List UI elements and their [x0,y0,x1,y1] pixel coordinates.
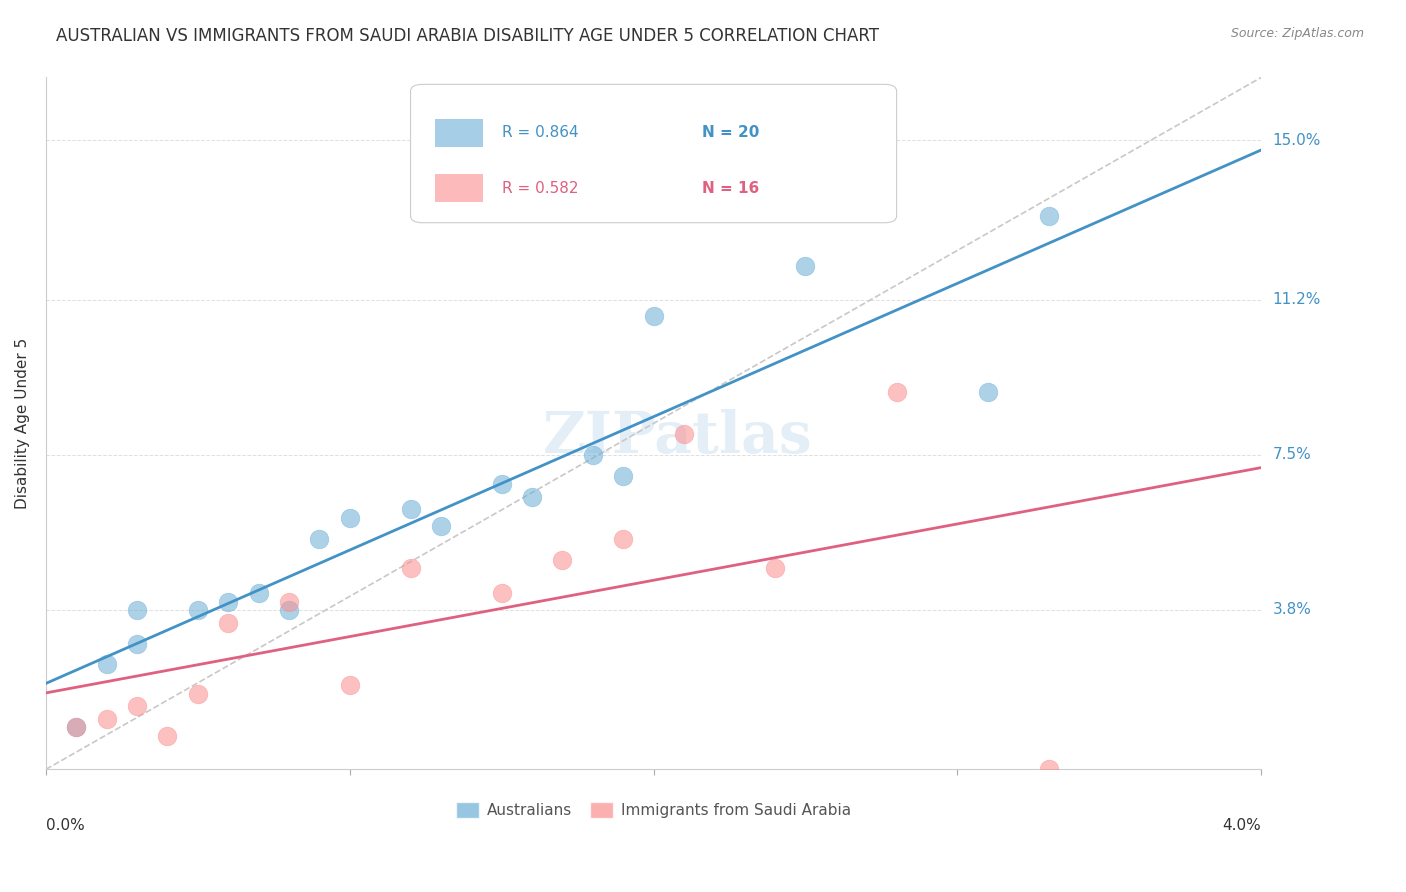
Y-axis label: Disability Age Under 5: Disability Age Under 5 [15,338,30,509]
Point [339,678,361,692]
Point [886,384,908,399]
Point [127,603,149,617]
Point [399,502,422,516]
Point [127,636,149,650]
Text: 15.0%: 15.0% [1272,133,1320,148]
Point [96,712,118,726]
Point [582,448,605,462]
Text: 7.5%: 7.5% [1272,447,1310,462]
Text: R = 0.864: R = 0.864 [502,125,578,140]
Point [1038,762,1060,776]
Point [217,615,239,630]
Point [551,552,574,566]
Text: 3.8%: 3.8% [1272,602,1312,617]
Text: 0.0%: 0.0% [46,818,84,833]
Point [643,310,665,324]
Point [399,561,422,575]
Text: N = 16: N = 16 [702,181,759,195]
Legend: Australians, Immigrants from Saudi Arabia: Australians, Immigrants from Saudi Arabi… [450,796,858,824]
Point [217,594,239,608]
Point [520,490,543,504]
Point [156,729,179,743]
FancyBboxPatch shape [434,119,484,146]
Point [491,586,513,600]
Text: 11.2%: 11.2% [1272,293,1320,307]
Text: AUSTRALIAN VS IMMIGRANTS FROM SAUDI ARABIA DISABILITY AGE UNDER 5 CORRELATION CH: AUSTRALIAN VS IMMIGRANTS FROM SAUDI ARAB… [56,27,879,45]
FancyBboxPatch shape [411,85,897,223]
Point [278,594,301,608]
Point [247,586,270,600]
Point [65,720,87,734]
Point [127,699,149,714]
Point [96,657,118,672]
Point [1038,209,1060,223]
Point [763,561,786,575]
Text: Source: ZipAtlas.com: Source: ZipAtlas.com [1230,27,1364,40]
Point [612,468,634,483]
Text: 4.0%: 4.0% [1222,818,1261,833]
Point [491,477,513,491]
Text: N = 20: N = 20 [702,125,759,140]
Text: R = 0.582: R = 0.582 [502,181,578,195]
Point [65,720,87,734]
FancyBboxPatch shape [434,174,484,202]
Point [278,603,301,617]
Point [672,426,695,441]
Point [430,519,453,533]
Point [977,384,1000,399]
Point [308,532,330,546]
Text: ZIPatlas: ZIPatlas [543,409,813,466]
Point [794,259,817,273]
Point [187,687,209,701]
Point [612,532,634,546]
Point [187,603,209,617]
Point [339,510,361,524]
